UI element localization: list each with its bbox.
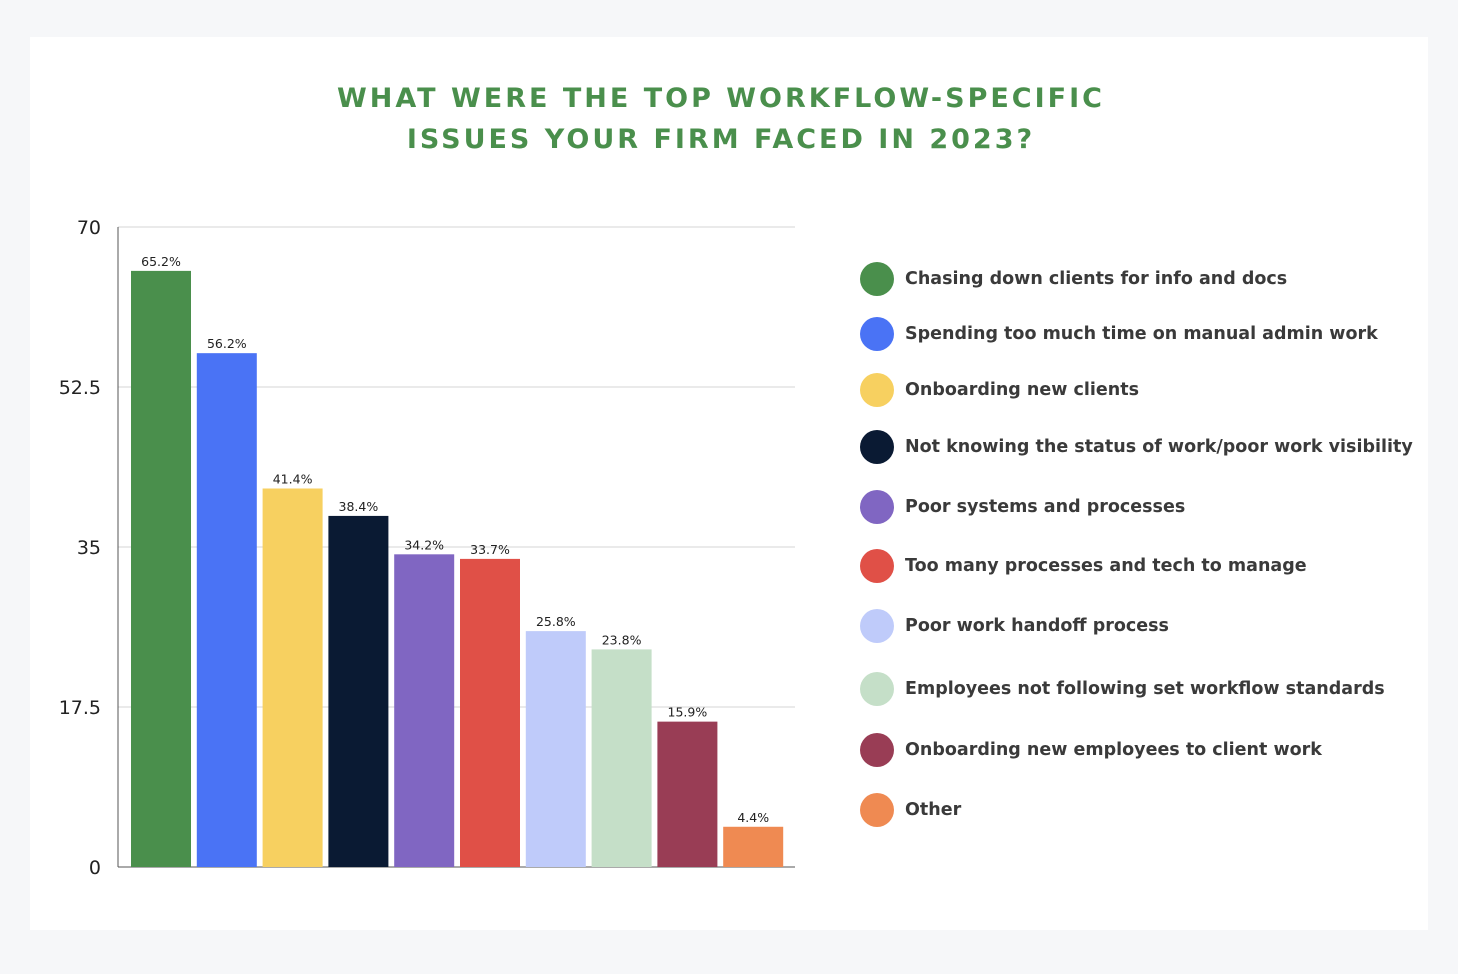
bar <box>591 649 652 867</box>
y-tick-label: 70 <box>77 217 101 239</box>
bar-chart: 0 17.5 35 52.5 70 65.2% 56.2% 41.4% 38.4% 34.2% 33… <box>59 217 795 879</box>
bar-value-label: 25.8% <box>536 614 576 629</box>
bar-value-label: 41.4% <box>273 471 313 486</box>
bar <box>196 353 257 868</box>
legend-swatch <box>860 430 894 464</box>
legend-label: Other <box>905 800 962 820</box>
chart-title-line-2: ISSUES YOUR FIRM FACED IN 2023? <box>406 124 1036 155</box>
legend-item: Too many processes and tech to manage <box>860 548 1307 584</box>
legend-swatch <box>860 262 894 296</box>
chart-title: WHAT WERE THE TOP WORKFLOW-SPECIFIC ISSU… <box>0 78 1442 160</box>
legend-label: Onboarding new clients <box>905 380 1139 400</box>
bar <box>657 721 718 867</box>
bar-value-label: 65.2% <box>141 254 181 269</box>
y-tick-label: 52.5 <box>59 377 101 399</box>
legend-label: Too many processes and tech to manage <box>905 556 1307 576</box>
bar-value-label: 23.8% <box>602 632 642 647</box>
legend-label: Poor systems and processes <box>905 497 1186 517</box>
legend-swatch <box>860 549 894 583</box>
bar <box>723 826 784 867</box>
legend-label: Spending too much time on manual admin w… <box>905 324 1378 344</box>
legend-label: Chasing down clients for info and docs <box>905 269 1288 289</box>
legend-label: Not knowing the status of work/poor work… <box>905 437 1413 457</box>
bar <box>525 631 586 867</box>
legend-swatch <box>860 733 894 767</box>
legend-label: Employees not following set workflow sta… <box>905 679 1385 699</box>
y-tick-label: 0 <box>89 857 101 879</box>
y-tick-label: 35 <box>77 537 101 559</box>
legend-swatch <box>860 793 894 827</box>
chart-legend: Chasing down clients for info and docs Sp… <box>860 0 1450 974</box>
legend-item: Poor work handoff process <box>860 608 1169 644</box>
bar <box>328 515 389 867</box>
legend-item: Onboarding new clients <box>860 372 1139 408</box>
legend-item: Poor systems and processes <box>860 489 1185 525</box>
bar-value-label: 56.2% <box>207 336 247 351</box>
bar <box>394 554 455 867</box>
bar-value-label: 34.2% <box>404 537 444 552</box>
bar-value-label: 33.7% <box>470 542 510 557</box>
y-tick-label: 17.5 <box>59 697 101 719</box>
legend-swatch <box>860 373 894 407</box>
legend-swatch <box>860 317 894 351</box>
bar <box>131 270 191 867</box>
legend-item: Chasing down clients for info and docs <box>860 261 1287 297</box>
legend-item: Spending too much time on manual admin w… <box>860 316 1378 352</box>
legend-swatch <box>860 672 894 706</box>
bar <box>262 488 323 867</box>
legend-label: Poor work handoff process <box>905 616 1169 636</box>
legend-item: Not knowing the status of work/poor work… <box>860 429 1413 465</box>
legend-label: Onboarding new employees to client work <box>905 740 1322 760</box>
bar-value-label: 4.4% <box>737 810 769 825</box>
legend-item: Onboarding new employees to client work <box>860 732 1322 768</box>
bar-value-label: 15.9% <box>668 705 708 720</box>
legend-item: Employees not following set workflow sta… <box>860 671 1385 707</box>
chart-title-line-1: WHAT WERE THE TOP WORKFLOW-SPECIFIC <box>337 83 1105 114</box>
bar <box>460 558 520 867</box>
bar-value-label: 38.4% <box>339 499 379 514</box>
legend-item: Other <box>860 792 961 828</box>
legend-swatch <box>860 490 894 524</box>
legend-swatch <box>860 609 894 643</box>
